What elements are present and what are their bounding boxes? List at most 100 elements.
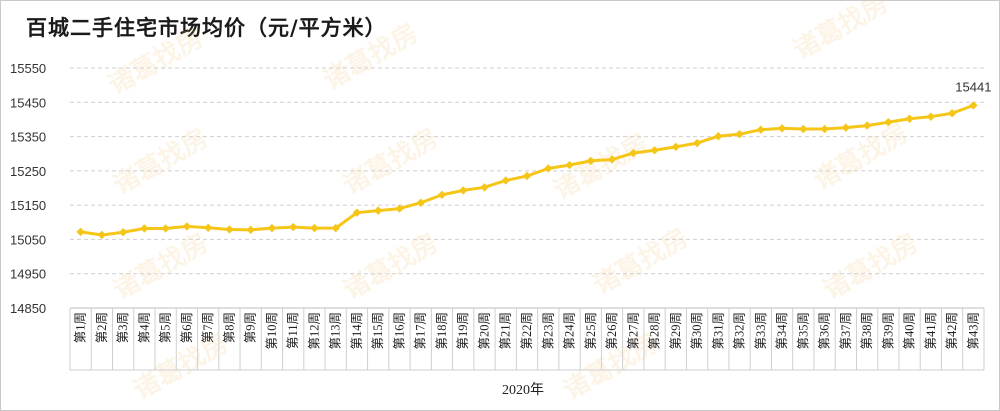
data-point (331, 223, 340, 233)
x-tick-label: 第40周 (903, 312, 917, 350)
y-axis-ticks: 14850 14950 15050 15150 15250 15350 15450 15550 (10, 61, 46, 316)
data-point (501, 176, 510, 185)
y-tick-label: 15450 (10, 95, 46, 110)
watermark: 诸葛找房 (109, 123, 214, 201)
x-tick-label: 第30周 (690, 312, 704, 350)
data-point (884, 117, 893, 127)
x-tick-label: 第20周 (477, 312, 491, 350)
x-tick-label: 第31周 (711, 312, 725, 350)
data-point (97, 230, 107, 240)
x-tick-label: 第25周 (584, 312, 598, 350)
watermark: 诸葛找房 (789, 0, 894, 66)
x-tick-label: 第37周 (839, 312, 853, 350)
data-point (161, 224, 170, 233)
data-point (777, 124, 787, 133)
chart-title: 百城二手住宅市场均价（元/平方米） (26, 16, 387, 40)
data-point (140, 224, 149, 233)
data-point (650, 146, 659, 155)
x-tick-label: 第43周 (966, 312, 980, 350)
x-axis: 第1周 第2周 第3周 第4周 第5周 第6周 第7周 第8周 第9周 第10周 第11周 第12周第… (69, 307, 985, 371)
data-point (416, 198, 425, 207)
x-tick-label: 第6周 (180, 312, 194, 343)
x-tick-label: 第7周 (201, 312, 215, 343)
x-tick-label: 第16周 (392, 312, 406, 350)
x-tick-label: 第38周 (860, 312, 874, 350)
x-tick-label: 第9周 (244, 312, 258, 343)
x-tick-label: 第26周 (605, 312, 619, 350)
data-point (799, 124, 808, 134)
data-point (310, 223, 319, 233)
data-point (714, 132, 723, 141)
x-tick-label: 第13周 (329, 312, 343, 350)
x-tick-label: 第29周 (669, 312, 683, 350)
watermark: 诸葛找房 (339, 123, 444, 201)
x-tick-label: 第18周 (435, 312, 449, 350)
data-point (735, 129, 744, 139)
x-tick-label: 第35周 (796, 312, 810, 350)
x-tick-label: 第1周 (74, 312, 88, 343)
x-tick-label: 第22周 (520, 312, 534, 350)
data-point (76, 227, 85, 237)
x-tick-label: 第19周 (456, 312, 470, 350)
data-point (118, 228, 128, 237)
data-point (374, 206, 383, 215)
data-point (841, 123, 851, 132)
x-tick-label: 第17周 (414, 312, 428, 350)
y-tick-label: 15550 (10, 61, 46, 76)
x-tick-label: 第41周 (924, 312, 938, 350)
x-tick-label: 第8周 (222, 312, 236, 343)
y-tick-label: 15050 (10, 232, 46, 247)
data-point (820, 124, 829, 134)
data-point (692, 138, 702, 148)
x-tick-label: 第39周 (881, 312, 895, 350)
x-tick-label: 第12周 (307, 312, 321, 350)
data-point (522, 171, 532, 181)
x-axis-label: 2020年 (502, 382, 544, 398)
x-tick-label: 第10周 (265, 312, 279, 350)
x-tick-label: 第2周 (95, 312, 109, 343)
y-tick-label: 14850 (10, 301, 46, 316)
x-tick-label: 第27周 (626, 312, 640, 350)
data-point (459, 186, 468, 195)
data-point (352, 208, 362, 217)
watermark: 诸葛找房 (104, 23, 209, 101)
y-tick-label: 14950 (10, 267, 46, 282)
data-point (862, 121, 872, 130)
x-tick-label: 第42周 (945, 312, 959, 350)
data-label: 15441 (955, 79, 991, 94)
data-point (395, 204, 404, 213)
data-point (288, 222, 298, 232)
data-point (437, 190, 447, 200)
y-tick-label: 15150 (10, 198, 46, 213)
watermark: 诸葛找房 (589, 223, 694, 301)
x-tick-label: 第33周 (754, 312, 768, 350)
x-tick-label: 第24周 (563, 312, 577, 350)
x-tick-label: 第28周 (648, 312, 662, 350)
data-point (246, 225, 255, 235)
data-point (629, 148, 638, 158)
data-point (480, 183, 489, 192)
data-point (671, 142, 680, 152)
data-point (544, 164, 553, 173)
gridlines (70, 67, 984, 275)
x-tick-label: 第3周 (116, 312, 130, 343)
data-point (182, 222, 192, 231)
watermark: 诸葛找房 (319, 18, 424, 96)
x-tick-label: 第11周 (286, 312, 300, 349)
x-tick-label: 第36周 (818, 312, 832, 350)
data-point (905, 114, 914, 123)
data-point (267, 223, 277, 233)
data-point (225, 225, 234, 234)
data-label-layer: 15441 (955, 79, 991, 94)
x-tick-label: 第15周 (371, 312, 385, 350)
x-tick-label: 第14周 (350, 312, 364, 350)
y-tick-label: 15250 (10, 164, 46, 179)
x-tick-label: 第5周 (159, 312, 173, 343)
data-point (203, 223, 213, 232)
data-point (565, 160, 574, 170)
series-layer (76, 101, 978, 240)
x-tick-label: 第32周 (733, 312, 747, 350)
data-point (607, 155, 617, 164)
data-point (947, 109, 957, 118)
y-tick-label: 15350 (10, 130, 46, 145)
